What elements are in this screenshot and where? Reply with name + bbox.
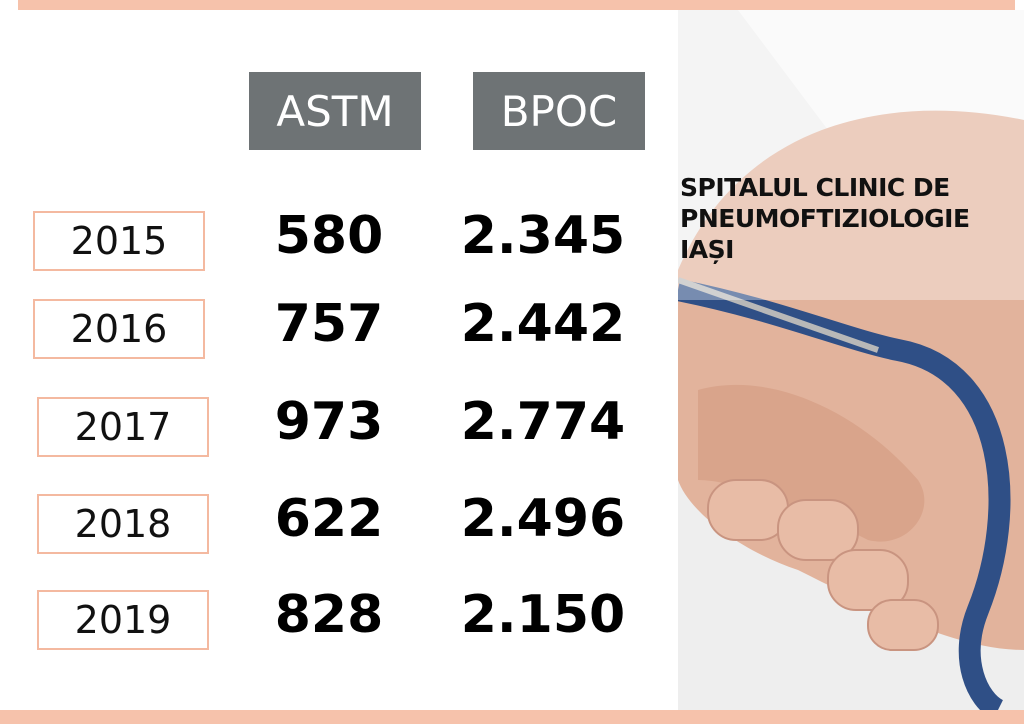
year-cell: 2016 [33, 299, 205, 359]
column-header: BPOC [473, 72, 645, 150]
astm-value: 622 [274, 489, 384, 549]
top-bar [18, 0, 1015, 10]
astm-value: 828 [274, 585, 384, 645]
stethoscope-metal [678, 277, 879, 353]
astm-value: 973 [274, 392, 384, 452]
year-cell: 2018 [37, 494, 209, 554]
column-header: ASTM [249, 72, 421, 150]
label-line: SPITALUL CLINIC DE [680, 173, 950, 202]
year-cell: 2019 [37, 590, 209, 650]
astm-value: 757 [274, 294, 384, 354]
photo [678, 10, 1024, 710]
year-cell: 2015 [33, 211, 205, 271]
astm-value: 580 [274, 206, 384, 266]
palm [698, 384, 925, 542]
bpoc-value: 2.496 [460, 489, 626, 549]
year-cell: 2017 [37, 397, 209, 457]
hospital-label: SPITALUL CLINIC DE PNEUMOFTIZIOLOGIE IAȘ… [680, 172, 970, 265]
bpoc-value: 2.442 [460, 294, 626, 354]
bpoc-value: 2.345 [460, 206, 626, 266]
label-line: IAȘI [680, 235, 734, 264]
bottom-bar [0, 710, 1024, 724]
bpoc-value: 2.150 [460, 585, 626, 645]
label-line: PNEUMOFTIZIOLOGIE [680, 204, 970, 233]
bpoc-value: 2.774 [460, 392, 626, 452]
